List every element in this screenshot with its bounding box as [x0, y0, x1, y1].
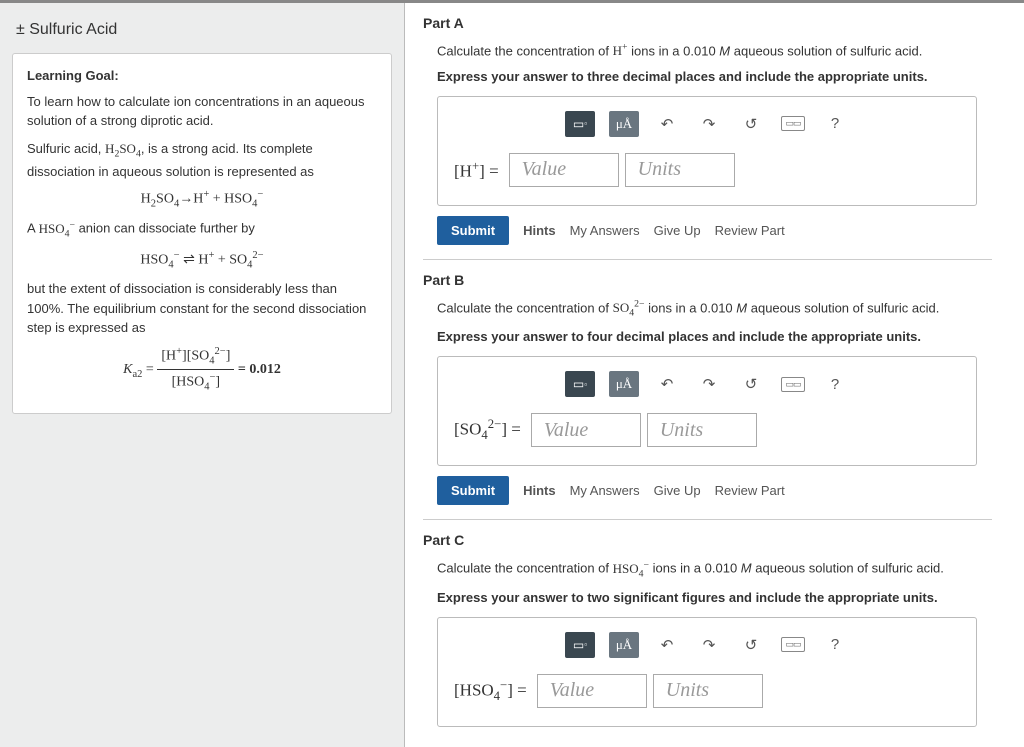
units-input[interactable]: Units — [625, 153, 735, 187]
redo-icon[interactable]: ↷ — [695, 112, 723, 136]
part-instructions: Express your answer to two significant f… — [423, 586, 1006, 617]
keyboard-icon[interactable]: ▭▭ — [779, 372, 807, 396]
part-header: Part B — [423, 266, 1006, 294]
undo-icon[interactable]: ↶ — [653, 372, 681, 396]
redo-icon[interactable]: ↷ — [695, 633, 723, 657]
answer-toolbar: ▭▫ μÅ ↶ ↷ ↺ ▭▭ ? — [454, 632, 960, 668]
template-icon[interactable]: ▭▫ — [565, 111, 595, 137]
lg-text-1: To learn how to calculate ion concentrat… — [27, 92, 377, 131]
lg-text-2: Sulfuric acid, H2SO4, is a strong acid. … — [27, 139, 377, 182]
give-up-link[interactable]: Give Up — [654, 483, 701, 498]
lg-text-3: A HSO4− anion can dissociate further by — [27, 218, 377, 242]
part-header: Part A — [423, 9, 1006, 37]
keyboard-icon[interactable]: ▭▭ — [779, 112, 807, 136]
answer-toolbar: ▭▫ μÅ ↶ ↷ ↺ ▭▭ ? — [454, 111, 960, 147]
review-part-link[interactable]: Review Part — [715, 223, 785, 238]
equation-1: H2SO4→H+ + HSO4− — [27, 187, 377, 212]
answer-label: [SO42−] = — [454, 417, 525, 443]
reset-icon[interactable]: ↺ — [737, 372, 765, 396]
learning-goal-panel: Learning Goal: To learn how to calculate… — [12, 53, 392, 414]
part-prompt: Calculate the concentration of H+ ions i… — [423, 37, 1006, 65]
value-input[interactable]: Value — [509, 153, 619, 187]
part-instructions: Express your answer to three decimal pla… — [423, 65, 1006, 96]
page-title: ± Sulfuric Acid — [12, 13, 392, 47]
part-prompt: Calculate the concentration of HSO4− ion… — [423, 554, 1006, 586]
give-up-link[interactable]: Give Up — [654, 223, 701, 238]
template-icon[interactable]: ▭▫ — [565, 371, 595, 397]
review-part-link[interactable]: Review Part — [715, 483, 785, 498]
value-input[interactable]: Value — [537, 674, 647, 708]
help-icon[interactable]: ? — [821, 633, 849, 657]
lg-text-4: but the extent of dissociation is consid… — [27, 279, 377, 338]
answer-toolbar: ▭▫ μÅ ↶ ↷ ↺ ▭▭ ? — [454, 371, 960, 407]
part-prompt: Calculate the concentration of SO42− ion… — [423, 294, 1006, 326]
answer-actions: Submit Hints My Answers Give Up Review P… — [437, 216, 1006, 245]
equation-2: HSO4− ⇌ H+ + SO42− — [27, 248, 377, 273]
reset-icon[interactable]: ↺ — [737, 633, 765, 657]
help-icon[interactable]: ? — [821, 112, 849, 136]
answer-box: ▭▫ μÅ ↶ ↷ ↺ ▭▭ ? [HSO4−] = Value Units — [437, 617, 977, 727]
answer-box: ▭▫ μÅ ↶ ↷ ↺ ▭▭ ? [SO42−] = Value Units — [437, 356, 977, 466]
units-input[interactable]: Units — [653, 674, 763, 708]
part-header: Part C — [423, 526, 1006, 554]
units-icon[interactable]: μÅ — [609, 632, 639, 658]
reset-icon[interactable]: ↺ — [737, 112, 765, 136]
undo-icon[interactable]: ↶ — [653, 112, 681, 136]
hints-link[interactable]: Hints — [523, 223, 556, 238]
submit-button[interactable]: Submit — [437, 216, 509, 245]
hints-link[interactable]: Hints — [523, 483, 556, 498]
my-answers-link[interactable]: My Answers — [570, 483, 640, 498]
undo-icon[interactable]: ↶ — [653, 633, 681, 657]
redo-icon[interactable]: ↷ — [695, 372, 723, 396]
answer-label: [HSO4−] = — [454, 678, 531, 704]
value-input[interactable]: Value — [531, 413, 641, 447]
units-icon[interactable]: μÅ — [609, 371, 639, 397]
keyboard-icon[interactable]: ▭▭ — [779, 633, 807, 657]
units-input[interactable]: Units — [647, 413, 757, 447]
answer-box: ▭▫ μÅ ↶ ↷ ↺ ▭▭ ? [H+] = Value Units — [437, 96, 977, 206]
my-answers-link[interactable]: My Answers — [570, 223, 640, 238]
units-icon[interactable]: μÅ — [609, 111, 639, 137]
template-icon[interactable]: ▭▫ — [565, 632, 595, 658]
answer-actions: Submit Hints My Answers Give Up Review P… — [437, 476, 1006, 505]
help-icon[interactable]: ? — [821, 372, 849, 396]
answer-label: [H+] = — [454, 159, 503, 182]
learning-goal-label: Learning Goal: — [27, 66, 377, 86]
equation-ka: Ka2 = [H+][SO42−] [HSO4−] = 0.012 — [27, 344, 377, 395]
part-instructions: Express your answer to four decimal plac… — [423, 325, 1006, 356]
submit-button[interactable]: Submit — [437, 476, 509, 505]
